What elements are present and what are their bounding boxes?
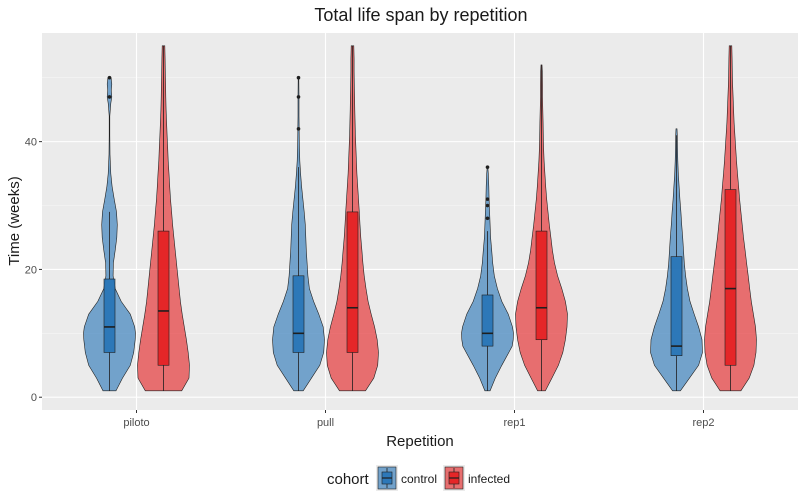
x-tick-label: piloto — [123, 417, 149, 429]
grid-lines — [42, 33, 798, 410]
legend-title: cohort — [327, 471, 370, 488]
outlier-point — [485, 216, 490, 221]
legend-item-infected: infected — [443, 465, 510, 491]
violins-layer — [83, 45, 757, 392]
outlier-point — [485, 203, 490, 208]
violin-infected-rep1 — [515, 64, 568, 392]
box-iqr — [535, 230, 548, 341]
outlier-point — [296, 75, 301, 80]
box-iqr — [481, 294, 494, 347]
x-tick-label: rep1 — [503, 417, 525, 429]
violin-control-pull — [272, 75, 325, 392]
box-iqr — [724, 189, 737, 366]
legend: cohort control infected — [327, 465, 510, 491]
box-iqr — [157, 230, 170, 366]
y-tick-label: 0 — [31, 392, 37, 404]
x-tick-label: pull — [317, 417, 334, 429]
violin-infected-piloto — [137, 45, 190, 392]
box-iqr — [670, 256, 683, 356]
y-tick-label: 40 — [25, 137, 37, 149]
box-iqr — [346, 211, 359, 353]
outlier-point — [485, 197, 490, 201]
x-axis-title: Repetition — [386, 433, 454, 450]
box-iqr — [103, 278, 116, 353]
legend-item-control: control — [376, 465, 437, 491]
y-tick-label: 20 — [25, 264, 37, 276]
legend-label: infected — [468, 472, 510, 486]
y-axis-ticks: 0 20 40 — [25, 137, 42, 404]
violin-infected-rep2 — [704, 45, 757, 392]
violin-control-rep1 — [461, 165, 514, 392]
y-axis-title: Time (weeks) — [6, 176, 23, 265]
violin-infected-pull — [326, 45, 379, 392]
outlier-point — [107, 75, 112, 80]
outlier-point — [107, 95, 112, 99]
x-axis-ticks: piloto pull rep1 rep2 — [123, 410, 715, 429]
box-iqr — [292, 275, 305, 353]
outlier-point — [296, 95, 301, 99]
violin-control-piloto — [83, 75, 136, 392]
violin-control-rep2 — [650, 128, 703, 392]
x-tick-label: rep2 — [692, 417, 714, 429]
chart-title: Total life span by repetition — [314, 5, 527, 25]
outlier-point — [485, 165, 490, 169]
legend-label: control — [401, 472, 437, 486]
outlier-point — [296, 127, 301, 131]
